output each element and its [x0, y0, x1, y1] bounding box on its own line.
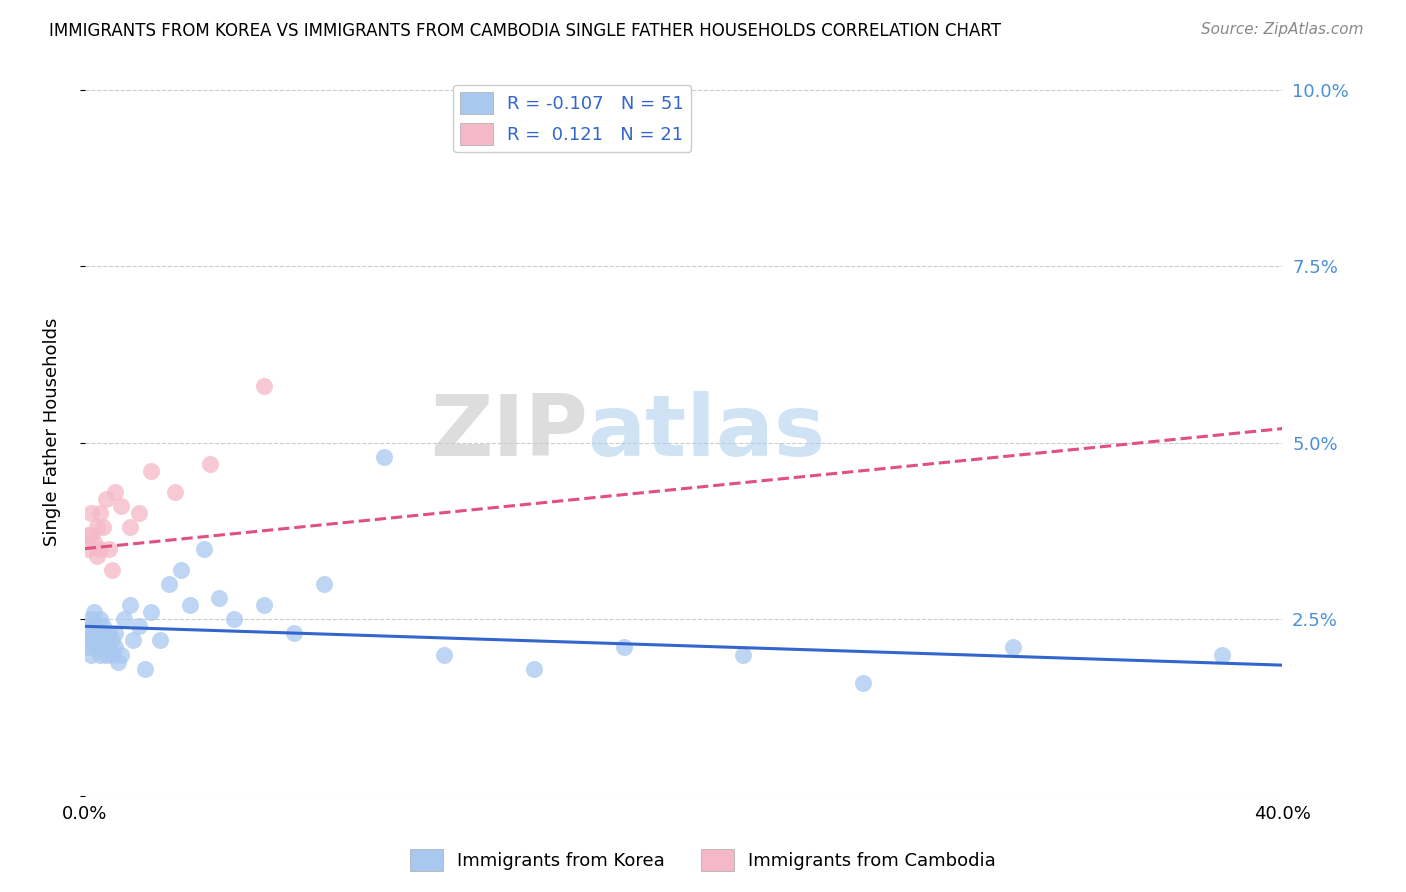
Point — [76, 619, 98, 633]
Point — [139, 464, 162, 478]
Point — [89, 541, 111, 556]
Point — [733, 648, 755, 662]
Point — [94, 648, 117, 662]
Point — [523, 662, 546, 676]
Point — [200, 457, 222, 471]
Point — [104, 485, 127, 500]
Point — [86, 549, 108, 563]
Point — [163, 485, 186, 500]
Text: IMMIGRANTS FROM KOREA VS IMMIGRANTS FROM CAMBODIA SINGLE FATHER HOUSEHOLDS CORRE: IMMIGRANTS FROM KOREA VS IMMIGRANTS FROM… — [49, 22, 1001, 40]
Point — [83, 605, 105, 619]
Point — [83, 633, 105, 648]
Point — [76, 640, 98, 655]
Point — [1211, 648, 1233, 662]
Point — [89, 648, 111, 662]
Point — [121, 633, 143, 648]
Point — [118, 520, 141, 534]
Point — [613, 640, 636, 655]
Point — [83, 534, 105, 549]
Point — [86, 520, 108, 534]
Point — [91, 520, 114, 534]
Point — [314, 577, 336, 591]
Point — [128, 506, 150, 520]
Point — [83, 619, 105, 633]
Point — [89, 633, 111, 648]
Point — [80, 506, 103, 520]
Point — [128, 619, 150, 633]
Point — [80, 648, 103, 662]
Point — [149, 633, 172, 648]
Point — [97, 640, 120, 655]
Point — [80, 527, 103, 541]
Point — [80, 626, 103, 640]
Point — [208, 591, 231, 605]
Point — [193, 541, 215, 556]
Point — [253, 598, 276, 612]
Point — [169, 563, 191, 577]
Point — [91, 619, 114, 633]
Point — [283, 626, 305, 640]
Point — [224, 612, 246, 626]
Point — [91, 633, 114, 648]
Point — [100, 563, 122, 577]
Point — [157, 577, 180, 591]
Point — [80, 612, 103, 626]
Text: Source: ZipAtlas.com: Source: ZipAtlas.com — [1201, 22, 1364, 37]
Legend: R = -0.107   N = 51, R =  0.121   N = 21: R = -0.107 N = 51, R = 0.121 N = 21 — [453, 85, 692, 153]
Point — [110, 500, 132, 514]
Point — [118, 598, 141, 612]
Point — [107, 655, 129, 669]
Point — [86, 626, 108, 640]
Point — [76, 527, 98, 541]
Point — [373, 450, 395, 464]
Point — [100, 633, 122, 648]
Point — [91, 626, 114, 640]
Point — [100, 648, 122, 662]
Point — [253, 379, 276, 393]
Text: atlas: atlas — [588, 391, 825, 474]
Legend: Immigrants from Korea, Immigrants from Cambodia: Immigrants from Korea, Immigrants from C… — [404, 842, 1002, 879]
Point — [433, 648, 456, 662]
Point — [89, 612, 111, 626]
Point — [94, 492, 117, 507]
Point — [97, 541, 120, 556]
Point — [89, 506, 111, 520]
Point — [852, 675, 875, 690]
Point — [179, 598, 201, 612]
Point — [134, 662, 156, 676]
Text: ZIP: ZIP — [430, 391, 588, 474]
Point — [112, 612, 135, 626]
Point — [76, 541, 98, 556]
Y-axis label: Single Father Households: Single Father Households — [44, 318, 60, 546]
Point — [139, 605, 162, 619]
Point — [104, 626, 127, 640]
Point — [94, 633, 117, 648]
Point — [76, 633, 98, 648]
Point — [86, 640, 108, 655]
Point — [104, 640, 127, 655]
Point — [110, 648, 132, 662]
Point — [1001, 640, 1024, 655]
Point — [97, 626, 120, 640]
